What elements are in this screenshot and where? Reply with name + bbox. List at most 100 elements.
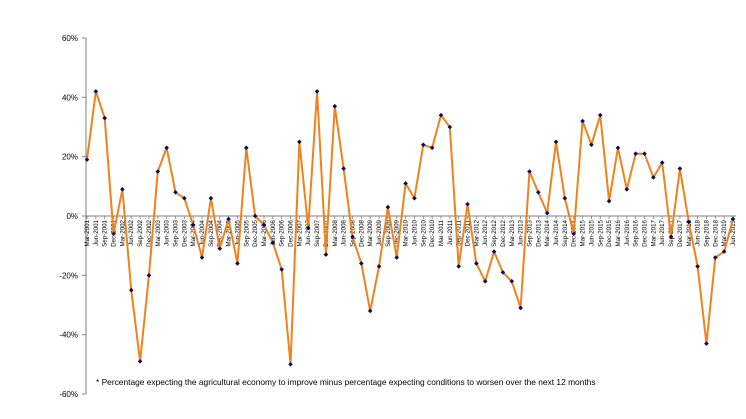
data-point <box>482 278 488 284</box>
x-tick-label: Mar-2001 <box>84 219 91 246</box>
data-point <box>544 210 550 216</box>
data-point <box>323 252 329 257</box>
data-point <box>500 270 506 275</box>
x-tick-label: Sep-2012 <box>491 219 498 246</box>
x-tick-label: Sep-2004 <box>208 219 215 246</box>
data-point <box>190 222 196 228</box>
x-tick-label: Dec-2008 <box>358 219 365 246</box>
data-point <box>447 124 453 130</box>
data-point <box>341 166 346 171</box>
data-point <box>394 255 400 260</box>
x-tick-label: Mar-2018 <box>686 219 693 246</box>
data-point <box>332 103 338 109</box>
data-point <box>314 89 320 94</box>
y-tick-label: -40% <box>59 331 78 340</box>
x-tick-label: Dec-2003 <box>181 219 188 246</box>
x-tick-label: Dec-2005 <box>252 219 259 246</box>
data-point <box>606 198 612 204</box>
x-tick-label: Mar-2017 <box>650 219 657 246</box>
x-tick-label: Mar-2006 <box>261 219 268 246</box>
data-point <box>182 195 187 201</box>
x-tick-label: Mar-2015 <box>580 219 587 246</box>
x-tick-label: Jun-2001 <box>93 219 100 245</box>
series-line <box>86 90 734 366</box>
data-point <box>155 169 161 174</box>
x-tick-label: Mar-2010 <box>403 219 410 246</box>
data-point <box>474 261 479 266</box>
data-point <box>305 225 311 231</box>
x-tick-label: Sep-2009 <box>385 219 392 246</box>
data-point <box>84 157 90 162</box>
data-point <box>350 234 355 240</box>
data-point <box>553 139 559 145</box>
x-tick-label: Sep-2007 <box>314 219 321 246</box>
data-point <box>509 278 515 284</box>
data-point <box>261 222 267 228</box>
x-tick-label: Dec-2018 <box>712 219 719 246</box>
x-tick-label: Jun-2013 <box>518 219 525 245</box>
x-tick-label: Jun-2008 <box>341 219 348 245</box>
data-point <box>597 112 603 118</box>
x-tick-label: Sep-2018 <box>703 219 710 246</box>
y-tick-label: 60% <box>62 34 78 43</box>
data-point <box>695 264 700 269</box>
x-tick-label: Sep-2006 <box>279 219 286 246</box>
data-point <box>686 219 692 225</box>
data-point <box>730 216 736 222</box>
data-point <box>359 261 364 266</box>
x-axis: Mar-2001Jun-2001Sep-2001Dec-2001Mar-2002… <box>84 215 737 247</box>
x-tick-label: Mar-2016 <box>615 219 622 246</box>
series-markers-group <box>84 89 736 367</box>
data-point <box>704 341 709 346</box>
data-point <box>403 181 408 186</box>
x-tick-label: Dec-2010 <box>429 219 436 246</box>
data-point <box>288 362 293 367</box>
data-point <box>642 151 647 156</box>
data-point <box>536 189 541 195</box>
x-tick-label: Mar-2013 <box>509 219 516 246</box>
data-point <box>235 261 240 266</box>
x-tick-label: Jun-2011 <box>447 219 454 245</box>
y-tick-label: 40% <box>62 93 78 102</box>
data-point <box>385 204 391 210</box>
x-tick-label: Sep-2005 <box>243 219 250 246</box>
x-tick-label: Dec-2006 <box>288 219 295 246</box>
data-point <box>580 118 585 124</box>
data-point <box>651 175 656 180</box>
y-tick-label: -20% <box>59 271 78 280</box>
data-point <box>518 305 523 311</box>
x-tick-label: Sep-2016 <box>633 219 640 246</box>
data-point <box>243 145 249 151</box>
series-line-group <box>86 90 734 366</box>
x-tick-label: Jun-2012 <box>482 219 489 245</box>
data-point <box>527 169 532 174</box>
data-point <box>491 249 497 254</box>
data-point <box>376 264 382 269</box>
x-tick-label: Sep-2003 <box>172 219 179 246</box>
x-tick-label: Dec-2016 <box>642 219 649 246</box>
data-point <box>429 145 435 151</box>
data-point <box>146 273 152 278</box>
x-tick-label: Mar-2002 <box>119 219 126 246</box>
x-tick-label: Dec-2011 <box>465 219 472 246</box>
x-tick-label: Mar-2014 <box>544 219 551 246</box>
x-tick-label: Jun-2019 <box>730 219 737 245</box>
data-point <box>93 89 99 94</box>
data-point <box>367 308 373 314</box>
data-point <box>562 195 568 201</box>
x-tick-label: Mar-2011 <box>438 219 445 246</box>
data-point <box>633 151 638 156</box>
data-point <box>102 115 107 121</box>
x-tick-label: Jun-2018 <box>695 219 702 245</box>
x-tick-label: Dec-2017 <box>677 219 684 246</box>
data-point <box>438 112 444 118</box>
x-tick-label: Jun-2002 <box>128 219 135 245</box>
x-tick-label: Dec-2015 <box>606 219 613 246</box>
data-point <box>412 195 417 201</box>
data-point <box>164 145 169 151</box>
y-tick-label: 20% <box>62 153 78 162</box>
data-point <box>659 160 665 165</box>
x-tick-label: Mar-2003 <box>155 219 162 246</box>
data-point <box>465 201 470 207</box>
